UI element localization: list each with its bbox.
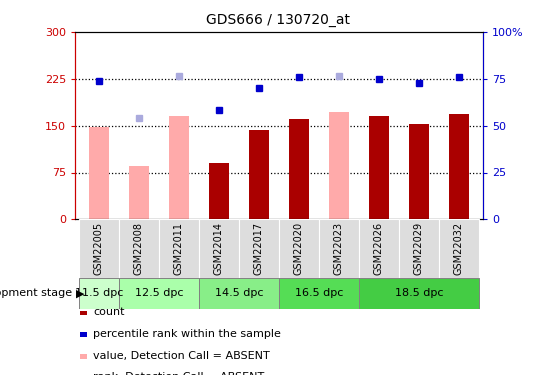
Bar (359, 278, 479, 309)
Text: value, Detection Call = ABSENT: value, Detection Call = ABSENT (93, 351, 270, 360)
Text: GSM22008: GSM22008 (134, 222, 144, 275)
Text: GSM22017: GSM22017 (254, 222, 264, 275)
Bar (239, 219, 279, 278)
Text: GSM22011: GSM22011 (174, 222, 184, 275)
Text: 11.5 dpc: 11.5 dpc (75, 288, 123, 298)
Bar (89, 127, 109, 219)
Text: 18.5 dpc: 18.5 dpc (395, 288, 443, 298)
Bar (289, 119, 309, 219)
Bar (409, 124, 429, 219)
Text: ▶: ▶ (76, 288, 84, 298)
Text: 16.5 dpc: 16.5 dpc (295, 288, 343, 298)
Bar (249, 130, 269, 219)
Bar (449, 114, 469, 219)
Text: GSM22026: GSM22026 (374, 222, 384, 275)
Bar (279, 278, 359, 309)
Bar (439, 219, 479, 278)
Bar (119, 278, 199, 309)
Bar (209, 163, 229, 219)
Text: development stage: development stage (0, 288, 72, 298)
Text: GSM22005: GSM22005 (94, 222, 104, 275)
Bar (359, 219, 399, 278)
Text: GSM22020: GSM22020 (294, 222, 304, 275)
Bar (319, 219, 359, 278)
Text: GSM22032: GSM22032 (454, 222, 464, 275)
Bar (199, 278, 279, 309)
Text: GSM22014: GSM22014 (214, 222, 224, 275)
Bar (369, 116, 389, 219)
Text: GSM22029: GSM22029 (414, 222, 424, 275)
Text: rank, Detection Call = ABSENT: rank, Detection Call = ABSENT (93, 372, 264, 375)
Bar (199, 219, 239, 278)
Bar (79, 278, 119, 309)
Text: 12.5 dpc: 12.5 dpc (135, 288, 183, 298)
Bar (399, 219, 439, 278)
Text: 14.5 dpc: 14.5 dpc (215, 288, 263, 298)
Bar (279, 219, 319, 278)
Bar (169, 116, 189, 219)
Text: count: count (93, 307, 124, 317)
Bar (129, 166, 149, 219)
Text: percentile rank within the sample: percentile rank within the sample (93, 329, 281, 339)
Bar (119, 219, 159, 278)
Bar (329, 112, 349, 219)
Text: GSM22023: GSM22023 (334, 222, 344, 275)
Bar (79, 219, 119, 278)
Text: GDS666 / 130720_at: GDS666 / 130720_at (205, 13, 350, 27)
Bar (159, 219, 199, 278)
